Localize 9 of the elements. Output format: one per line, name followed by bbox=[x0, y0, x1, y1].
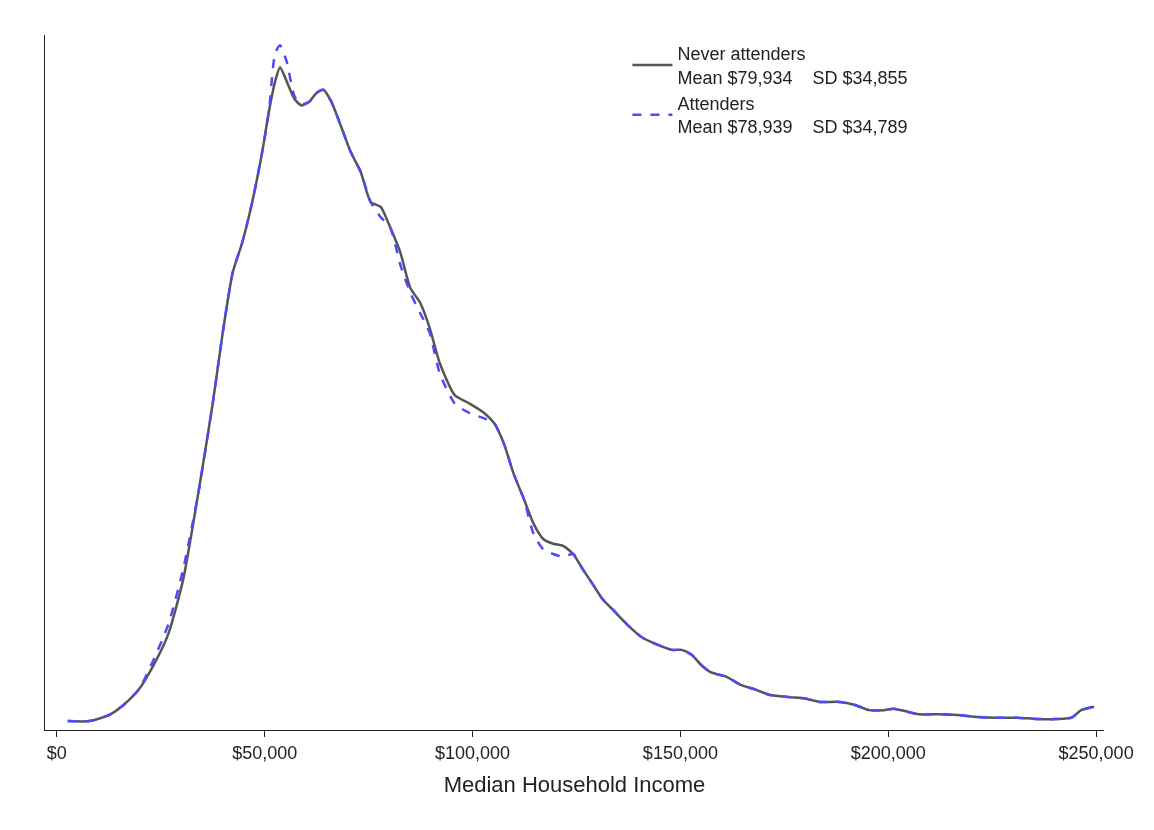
x-tick-label: $100,000 bbox=[435, 742, 511, 763]
x-tick-label: $150,000 bbox=[642, 742, 718, 763]
x-tick-label: $250,000 bbox=[1058, 742, 1134, 763]
x-axis-title: Median Household Income bbox=[443, 772, 706, 798]
x-tick-label: $50,000 bbox=[232, 742, 298, 763]
x-tick-label: $200,000 bbox=[850, 742, 926, 763]
legend-label: Never attenders Mean $79,934 SD $34,855 bbox=[677, 44, 908, 88]
x-tick-label: $0 bbox=[46, 742, 67, 763]
legend-label: Attenders Mean $78,939 SD $34,789 bbox=[677, 94, 908, 138]
